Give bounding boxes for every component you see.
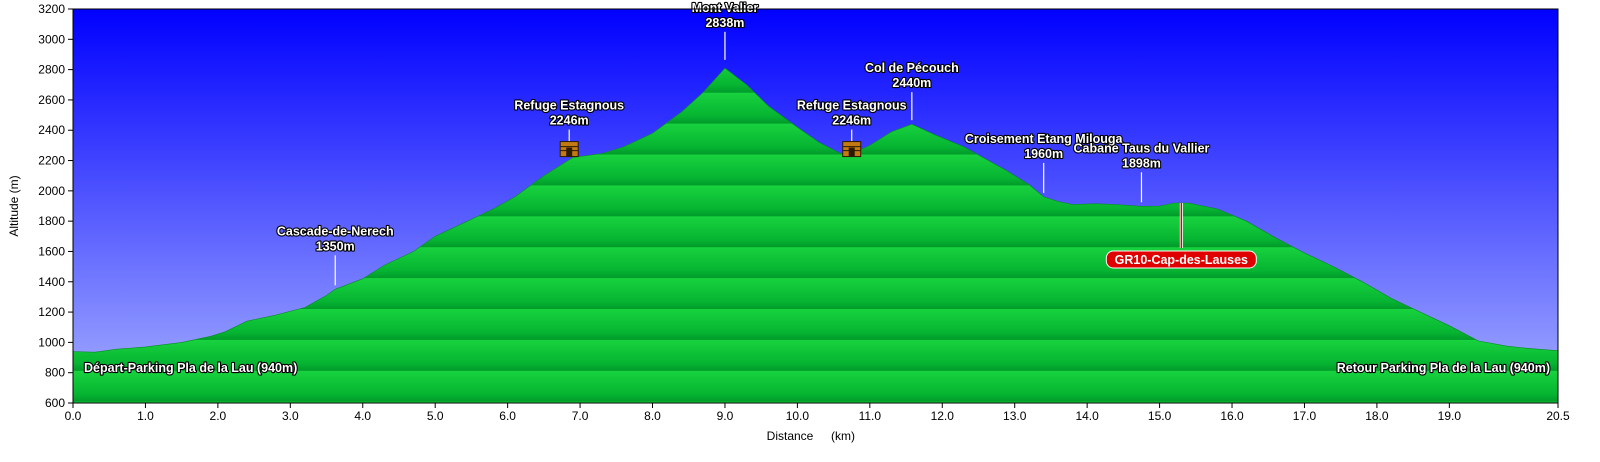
annotation-name: Col de Pécouch bbox=[865, 61, 959, 75]
y-tick-label: 1200 bbox=[38, 305, 65, 319]
gr10-label: GR10-Cap-des-Lauses bbox=[1115, 253, 1248, 267]
end-label: Retour Parking Pla de la Lau (940m) bbox=[1337, 361, 1550, 375]
x-tick-label: 11.0 bbox=[859, 409, 882, 423]
x-tick-label: 5.0 bbox=[427, 409, 444, 423]
x-tick-label: 19.0 bbox=[1438, 409, 1462, 423]
x-tick-label: 17.0 bbox=[1293, 409, 1317, 423]
x-tick-label: 6.0 bbox=[499, 409, 516, 423]
y-tick-label: 2400 bbox=[38, 123, 65, 137]
annotation-name: Cascade-de-Nerech bbox=[277, 224, 394, 238]
annotation-altitude: 2246m bbox=[550, 114, 589, 128]
gr10-label-box bbox=[1105, 250, 1257, 269]
y-tick-label: 2000 bbox=[38, 184, 65, 198]
annotation-name: Refuge Estagnous bbox=[514, 99, 624, 113]
x-axis: 0.0 1.0 2.0 3.0 4.0 5.0 6.0 7.0 8.0 9.0 10.0 11.0 12… bbox=[65, 403, 1570, 423]
annotation-altitude: 1960m bbox=[1024, 147, 1063, 161]
gr10-marker: GR10-Cap-des-Lauses bbox=[1105, 202, 1257, 269]
x-axis-title: Distance bbox=[767, 429, 814, 443]
x-tick-label: 16.0 bbox=[1220, 409, 1244, 423]
x-tick-label: 13.0 bbox=[1003, 409, 1027, 423]
x-tick-label: 12.0 bbox=[931, 409, 955, 423]
annotation-name: Croisement Etang Milouga bbox=[965, 132, 1124, 146]
y-tick-label: 800 bbox=[45, 366, 65, 380]
x-tick-label: 2.0 bbox=[210, 409, 227, 423]
y-axis-title: Altitude (m) bbox=[7, 175, 21, 236]
refuge-hut-icon bbox=[842, 141, 862, 158]
x-axis-unit: (km) bbox=[831, 429, 855, 443]
annotation-altitude: 1350m bbox=[316, 239, 355, 253]
x-tick-label: 7.0 bbox=[572, 409, 589, 423]
x-tick-label: 10.0 bbox=[786, 409, 810, 423]
y-axis: 600 800 1000 1200 1400 1600 1800 2000 2200 2400 26… bbox=[38, 2, 73, 410]
start-label: Départ-Parking Pla de la Lau (940m) bbox=[84, 361, 297, 375]
annotation-altitude: 2838m bbox=[705, 16, 744, 30]
x-tick-label: 8.0 bbox=[644, 409, 661, 423]
annotation-name: Refuge Estagnous bbox=[797, 99, 907, 113]
x-tick-label: 15.0 bbox=[1148, 409, 1172, 423]
y-tick-label: 2800 bbox=[38, 63, 65, 77]
y-tick-label: 600 bbox=[45, 396, 65, 410]
x-tick-label: 20.5 bbox=[1546, 409, 1570, 423]
y-tick-label: 2600 bbox=[38, 93, 65, 107]
y-tick-label: 1800 bbox=[38, 214, 65, 228]
y-tick-label: 2200 bbox=[38, 154, 65, 168]
annotation-altitude: 2246m bbox=[832, 114, 871, 128]
x-tick-label: 3.0 bbox=[282, 409, 299, 423]
annotation-name: Cabane Taus du Vallier bbox=[1074, 141, 1210, 155]
x-tick-label: 9.0 bbox=[717, 409, 734, 423]
refuge-hut-icon bbox=[559, 141, 579, 158]
x-tick-label: 14.0 bbox=[1075, 409, 1099, 423]
y-tick-label: 1000 bbox=[38, 335, 65, 349]
x-tick-label: 1.0 bbox=[137, 409, 154, 423]
annotation-altitude: 2440m bbox=[892, 76, 931, 90]
y-tick-label: 1400 bbox=[38, 275, 65, 289]
annotation-name: Mont Valier bbox=[692, 1, 759, 15]
y-tick-label: 3200 bbox=[38, 2, 65, 16]
x-tick-label: 4.0 bbox=[354, 409, 371, 423]
y-tick-label: 3000 bbox=[38, 32, 65, 46]
annotation-altitude: 1898m bbox=[1122, 156, 1161, 170]
y-tick-label: 1600 bbox=[38, 244, 65, 258]
x-tick-label: 0.0 bbox=[65, 409, 82, 423]
plot-frame bbox=[72, 8, 1559, 404]
x-tick-label: 18.0 bbox=[1365, 409, 1389, 423]
